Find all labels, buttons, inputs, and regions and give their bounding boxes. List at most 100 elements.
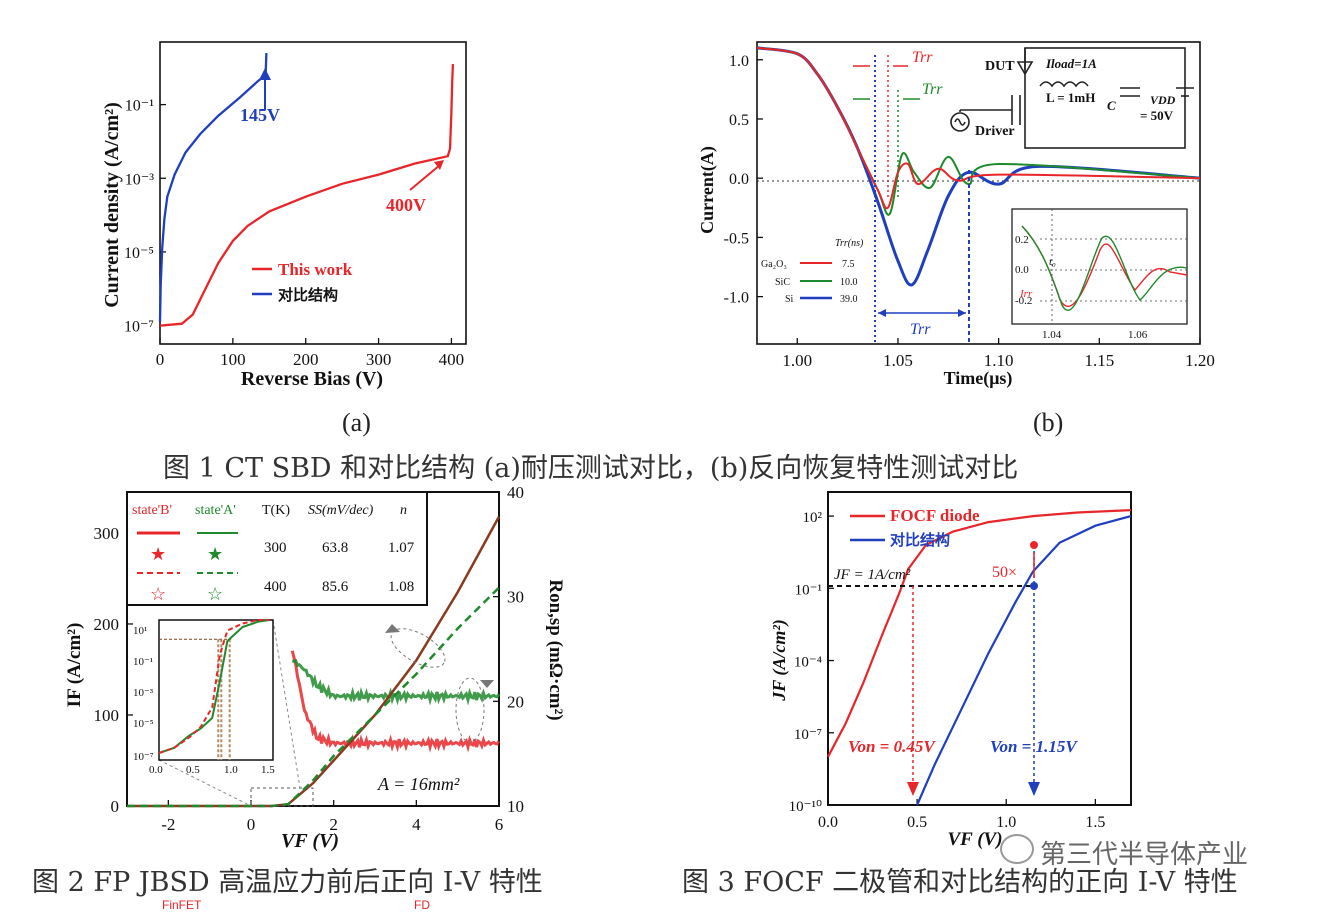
fig1b-legend-ga2o3-val: 7.5 (842, 259, 855, 270)
fig3-x-tick-2: 1.0 (996, 814, 1016, 831)
fig1a-x-tick-0: 0 (156, 350, 165, 369)
fig3-von-red: Von = 0.45V (848, 737, 936, 756)
fig1a-x-tick-2: 200 (293, 350, 319, 369)
fig1a-legend-this-work: This work (278, 260, 353, 279)
fig1b-y-tick-1: 0.5 (729, 112, 749, 129)
fig2-ylabel-right: Ron,sp (mΩ·cm²) (545, 579, 566, 720)
fig1b-series-red (756, 46, 1201, 210)
fig1b-legend-sic: SiC (775, 277, 790, 288)
fig3-y-tick-4: 10⁻¹⁰ (789, 799, 822, 815)
fig1b-y-tick-4: -1.0 (724, 290, 749, 307)
fig1b-x-tick-3: 1.15 (1084, 351, 1114, 370)
fig2-yl-tick-1: 100 (94, 706, 120, 725)
watermark-text: 第三代半导体产业 (1040, 840, 1249, 870)
fig3-xlabel: VF (V) (947, 829, 1002, 850)
fig1a-xlabel: Reverse Bias (V) (241, 368, 383, 390)
fig3-von-blue: Von = 1.15V (990, 737, 1078, 756)
fig1a-y-tick-0: 10⁻⁷ (124, 319, 154, 336)
fig1a-annotation-145v: 145V (240, 105, 280, 125)
inset-xtick-0: 1.04 (1042, 329, 1062, 341)
fig2-x-tick-2: 2 (329, 815, 338, 834)
fig2-inset-xtick-1: 0.5 (186, 764, 200, 776)
fig2-yl-tick-2: 200 (94, 615, 120, 634)
fig1a-x-tick-1: 100 (220, 350, 246, 369)
fig1b-x-tick-1: 1.05 (883, 351, 913, 370)
fig2-area-annotation: A = 16mm² (377, 774, 460, 794)
fig2-inset-ytick-2: 10⁻³ (133, 687, 154, 699)
svg-text:☆: ☆ (150, 584, 166, 604)
fig2-ylabel-left: IF (A/cm²) (64, 623, 85, 708)
inset-ytick-0: 0.2 (1015, 234, 1029, 246)
circuit-dut: DUT (985, 59, 1015, 74)
fig1b-xlabel: Time(μs) (944, 368, 1013, 389)
table-r1-t: 400 (264, 579, 287, 595)
fig1b-legend-si-val: 39.0 (840, 294, 858, 305)
fig3-x-tick-0: 0.0 (818, 814, 838, 831)
fig1b-markers (853, 55, 970, 344)
fig1b-x-tick-0: 1.00 (782, 351, 812, 370)
fig2-yr-tick-1: 20 (507, 692, 524, 711)
fig2-inset-frame (158, 619, 274, 761)
bottom-cut-text-right: FD (414, 898, 430, 912)
fig1b-circuit-labels: DUT Iload=1A L = 1mH C VDD = 50V Driver (975, 56, 1176, 139)
fig1a-legend-compare: 对比结构 (278, 286, 338, 304)
table-h-n: n (400, 503, 407, 518)
fig2-x-tick-4: 6 (495, 815, 504, 834)
table-h-ss: SS(mV/dec) (308, 503, 374, 518)
fig1a-y-tick-2: 10⁻³ (125, 171, 154, 188)
subfig-label-a: (a) (342, 408, 371, 437)
svg-text:★: ★ (150, 544, 166, 564)
fig1b-trr-green: Trr (922, 81, 943, 98)
fig3-ylabel: JF (A/cm²) (769, 619, 790, 702)
fig1a-arrows (259, 68, 444, 191)
svg-text:☆: ☆ (207, 584, 223, 604)
fig2-zoom-line-1 (272, 619, 301, 789)
fig2-zoom-box (250, 787, 314, 807)
fig2-arrow-left (385, 624, 400, 633)
fig2-yr-tick-3: 40 (507, 483, 524, 502)
fig3-legend-compare: 对比结构 (890, 531, 950, 549)
fig2-inset-ytick-4: 10⁻⁷ (133, 751, 154, 763)
fig1a-x-tick-3: 300 (366, 350, 392, 369)
fig1a-y-tick-3: 10⁻¹ (125, 98, 154, 115)
fig2-x-tick-0: -2 (161, 815, 175, 834)
fig1a-x-tick-4: 400 (439, 350, 465, 369)
fig1b-legend-lines (800, 262, 832, 300)
fig2-ellipse-2 (455, 677, 485, 743)
fig1b-legend-ga2o3: Ga₂O₃ (761, 259, 787, 270)
fig3-series-0 (827, 509, 1132, 758)
fig1b-trr-blue: Trr (910, 321, 931, 338)
fig3-y-tick-0: 10² (803, 510, 823, 526)
fig2-inset-ytick-0: 10¹ (133, 625, 147, 637)
fig1a-series-1 (158, 52, 268, 322)
fig1a-frame (159, 41, 467, 345)
fig1a-series-0 (159, 64, 455, 327)
fig2-inset-ytick-3: 10⁻⁵ (133, 718, 154, 730)
subfig-label-b: (b) (1033, 408, 1064, 437)
fig3-legend-focf: FOCF diode (890, 506, 980, 525)
fig2-inset-xtick-3: 1.5 (261, 764, 275, 776)
fig3-y-tick-2: 10⁻⁴ (794, 655, 822, 671)
fig1a-axes (159, 41, 467, 345)
fig1b-y-tick-2: 0.0 (729, 171, 749, 188)
fig1a-annotation-400v: 400V (386, 195, 426, 215)
watermark-icon (1000, 834, 1034, 864)
fig3-text: VF (V) JF (A/cm²) FOCF diode 对比结构 JF = 1… (769, 506, 1078, 850)
fig3-jf-annotation: JF = 1A/cm² (834, 567, 911, 583)
fig1b-x-tick-2: 1.10 (984, 351, 1014, 370)
inset-ytick-1: 0.0 (1015, 264, 1029, 276)
fig3-50x: 50× (992, 564, 1017, 581)
fig2-series-if-400k (127, 586, 500, 808)
fig1b-circuit (950, 47, 1194, 149)
fig2-inset-ytick-1: 10⁻¹ (133, 656, 153, 668)
fig3-markers (828, 514, 1040, 796)
table-r0-ss: 63.8 (322, 540, 348, 556)
fig1b-legend-si: Si (785, 294, 794, 305)
fig2-series-ron-300k (290, 650, 501, 753)
fig2-ellipse-1 (390, 628, 446, 668)
fig1b-inset-text: 0.2 0.0 -0.2 1.04 1.06 t₀ Irr (1015, 234, 1148, 341)
fig1b-x-tick-4: 1.20 (1185, 351, 1215, 370)
fig2-text: VF (V) IF (A/cm²) Ron,sp (mΩ·cm²) A = 16… (64, 579, 566, 852)
fig1a-ylabel: Current density (A/cm²) (101, 102, 123, 308)
